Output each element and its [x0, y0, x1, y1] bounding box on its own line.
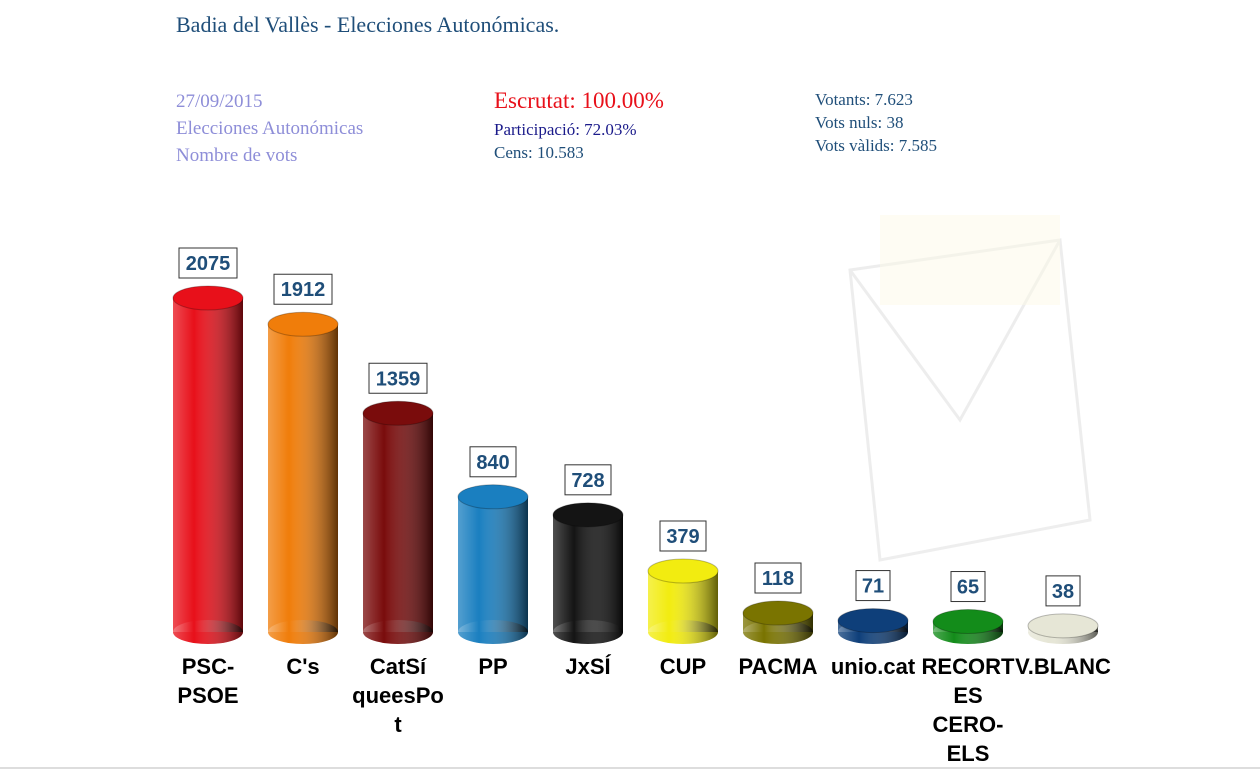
bar	[552, 502, 624, 644]
info-text: 27/09/2015	[176, 91, 263, 112]
value-box	[1045, 575, 1081, 607]
value-box	[564, 464, 612, 496]
category-label: PSC-PSOE	[177, 654, 239, 708]
category-label: unio.cat	[830, 654, 916, 679]
value-box	[273, 273, 333, 305]
bar	[172, 285, 244, 644]
value-label: 118	[762, 568, 794, 590]
value-label: 71	[862, 576, 884, 598]
value-label: 728	[571, 470, 604, 492]
info-text: Participació: 72.03%	[494, 120, 637, 139]
category-label: RECORTES CERO-ELS	[921, 654, 1015, 766]
bar-top	[837, 608, 909, 634]
bar-top	[457, 484, 529, 510]
bar-top	[552, 502, 624, 528]
bar	[742, 600, 814, 644]
bar	[837, 608, 909, 644]
value-label: 1912	[281, 279, 326, 301]
value-box	[950, 571, 986, 603]
bar-body-shade	[458, 496, 528, 632]
bar-top	[267, 311, 339, 337]
info-text: Vots nuls: 38	[815, 113, 904, 132]
info-left: 27/09/2015 Elecciones Autonómicas Nombre…	[176, 88, 363, 169]
bar	[457, 484, 529, 644]
info-text: Elecciones Autonómicas	[176, 118, 364, 139]
bar-body-shade	[363, 413, 433, 632]
bar	[267, 311, 339, 644]
category-label: C's	[286, 654, 320, 679]
chart-title: Badia del Vallès - Elecciones Autonómica…	[176, 12, 560, 37]
bar-top	[172, 285, 244, 311]
category-label: V.BLANC	[1015, 654, 1111, 679]
bar-top	[932, 609, 1004, 635]
value-box	[178, 247, 238, 279]
value-label: 379	[666, 526, 699, 548]
scrutiny: Escrutat: 100.00%	[494, 88, 664, 113]
value-box	[754, 562, 802, 594]
value-label: 1359	[376, 368, 421, 390]
category-label: CatSí queesPot	[352, 654, 444, 737]
info-text: Votants: 7.623	[815, 90, 913, 109]
value-box	[855, 570, 891, 602]
bar-body-shade	[553, 514, 623, 632]
value-label: 65	[957, 577, 979, 599]
category-label: CUP	[659, 654, 707, 679]
bar	[647, 558, 719, 644]
value-label: 2075	[186, 253, 231, 275]
bar	[362, 400, 434, 644]
info-text: Cens: 10.583	[494, 143, 584, 162]
info-right: Votants: 7.623 Vots nuls: 38 Vots vàlids…	[815, 88, 937, 157]
value-label: 840	[476, 452, 509, 474]
value-box	[368, 362, 428, 394]
bar-top	[647, 558, 719, 584]
category-label: JxSÍ	[565, 654, 611, 679]
background-envelope	[848, 215, 1092, 562]
value-label: 38	[1052, 581, 1074, 603]
bar-top	[362, 400, 434, 426]
bar-body-shade	[173, 298, 243, 632]
value-box	[659, 520, 707, 552]
value-box	[469, 446, 517, 478]
info-text: Nombre de vots	[176, 145, 298, 166]
info-middle: Participació: 72.03% Cens: 10.583	[494, 118, 637, 164]
bar	[932, 609, 1004, 644]
info-text: Vots vàlids: 7.585	[815, 136, 938, 155]
category-label: PP	[478, 654, 508, 679]
bar	[1027, 613, 1099, 644]
category-label: PACMA	[738, 654, 818, 679]
bar-top	[742, 600, 814, 626]
bar-body-shade	[268, 324, 338, 632]
bar-top	[1027, 613, 1099, 639]
